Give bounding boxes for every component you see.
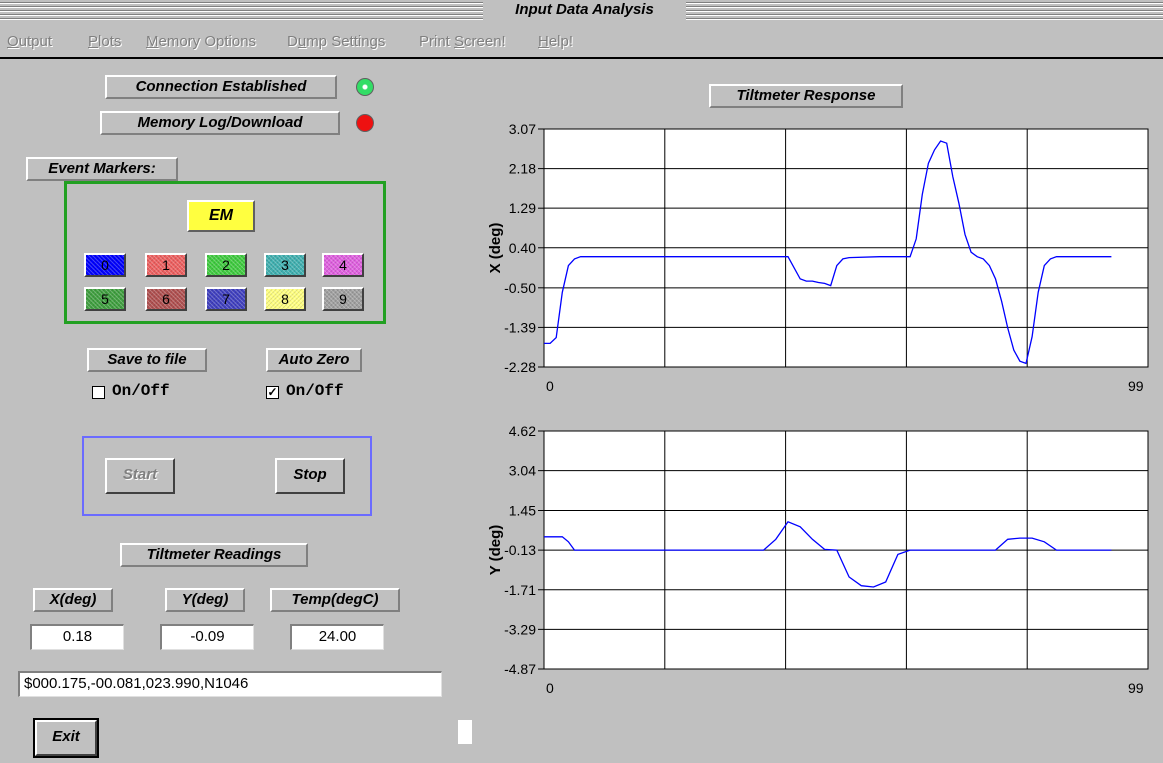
- temp-value-field: 24.00: [290, 624, 384, 650]
- save-to-file-checkbox[interactable]: [92, 386, 105, 399]
- event-marker-label: 6: [162, 291, 170, 307]
- y-tick-label: 4.62: [509, 423, 536, 439]
- menu-dump-accel: u: [297, 33, 307, 50]
- y-tick-label: 2.18: [509, 161, 536, 177]
- progress-indicator: [458, 720, 472, 744]
- menu-plots-accel: P: [88, 33, 99, 50]
- save-to-file-checkbox-label: On/Off: [112, 382, 170, 400]
- menu-dump-pre: D: [287, 33, 298, 50]
- y-tick-label: -3.29: [504, 621, 536, 637]
- menu-help-rest: elp!: [548, 33, 574, 50]
- menu-dump-settings[interactable]: Dump Settings: [287, 33, 385, 50]
- x-tick-label: 99: [1128, 378, 1144, 394]
- connection-led-icon: [356, 78, 374, 96]
- x-tick-label: 0: [546, 680, 554, 696]
- menu-help[interactable]: Help!: [538, 33, 573, 50]
- menu-plots[interactable]: Plots: [88, 33, 121, 50]
- menu-print-accel: S: [454, 33, 465, 50]
- y-axis-label: Y (deg): [487, 525, 504, 576]
- chart-title: Tiltmeter Response: [709, 84, 903, 108]
- event-marker-label: 8: [281, 291, 289, 307]
- x-value-field: 0.18: [30, 624, 124, 650]
- event-marker-label: 5: [101, 291, 109, 307]
- event-marker-label: 4: [339, 257, 347, 273]
- series-line: [544, 140, 1112, 365]
- auto-zero-label: Auto Zero: [266, 348, 362, 372]
- menu-output-accel: O: [7, 33, 19, 50]
- memory-log-button[interactable]: Memory Log/Download: [100, 111, 340, 135]
- event-marker-6[interactable]: 6: [145, 287, 187, 311]
- menu-help-accel: H: [538, 33, 549, 50]
- event-marker-label: 9: [339, 291, 347, 307]
- x-tick-label: 99: [1128, 680, 1144, 696]
- y-chart: 4.62 3.04 1.45 -0.13 -1.71 -3.29 -4.87 0 99 Y (de…: [452, 419, 1161, 710]
- y-tick-label: 1.29: [509, 200, 536, 216]
- tiltmeter-readings-heading: Tiltmeter Readings: [120, 543, 308, 567]
- y-tick-label: 3.04: [509, 463, 536, 479]
- memory-led-icon: [356, 114, 374, 132]
- y-tick-label: 1.45: [509, 503, 536, 519]
- x-deg-label: X(deg): [33, 588, 113, 612]
- event-marker-label: 3: [281, 257, 289, 273]
- auto-zero-checkbox[interactable]: ✓: [266, 385, 279, 399]
- title-bar: Input Data Analysis: [0, 0, 1163, 20]
- y-tick-label: -2.28: [504, 359, 536, 375]
- event-marker-0[interactable]: 0: [84, 253, 126, 277]
- y-tick-label: 0.40: [509, 240, 536, 256]
- title-bar-center: [483, 0, 686, 20]
- menu-memory-options[interactable]: Memory Options: [146, 33, 256, 50]
- event-marker-3[interactable]: 3: [264, 253, 306, 277]
- menu-print-rest: creen!: [464, 33, 506, 50]
- menu-bar: Output Plots Memory Options Dump Setting…: [0, 33, 1163, 59]
- event-markers-panel: [64, 181, 386, 324]
- x-tick-label: 0: [546, 378, 554, 394]
- event-marker-label: 0: [101, 257, 109, 273]
- temp-label: Temp(degC): [270, 588, 400, 612]
- event-marker-2[interactable]: 2: [205, 253, 247, 277]
- y-tick-label: -1.71: [504, 582, 536, 598]
- menu-print-pre: Print: [419, 33, 455, 50]
- series-line: [544, 521, 1112, 588]
- x-chart: 3.07 2.18 1.29 0.40 -0.50 -1.39 -2.28 0 99 X (deg…: [452, 117, 1161, 409]
- exit-button-frame: Exit: [33, 718, 99, 758]
- y-tick-label: -4.87: [504, 661, 536, 677]
- event-marker-label: 7: [222, 291, 230, 307]
- y-tick-label: 3.07: [509, 121, 536, 137]
- y-tick-label: -0.13: [504, 542, 536, 558]
- menu-output-rest: utput: [18, 33, 53, 50]
- y-tick-label: -0.50: [504, 280, 536, 296]
- y-deg-label: Y(deg): [165, 588, 245, 612]
- menu-print-screen[interactable]: Print Screen!: [419, 33, 506, 50]
- y-axis-label: X (deg): [487, 223, 504, 274]
- stop-button[interactable]: Stop: [275, 458, 345, 494]
- em-button[interactable]: EM: [187, 200, 255, 232]
- event-marker-9[interactable]: 9: [322, 287, 364, 311]
- event-marker-1[interactable]: 1: [145, 253, 187, 277]
- connection-status-label: Connection Established: [105, 75, 337, 99]
- event-markers-heading: Event Markers:: [26, 157, 178, 181]
- event-marker-5[interactable]: 5: [84, 287, 126, 311]
- y-value-field: -0.09: [160, 624, 254, 650]
- save-to-file-label: Save to file: [87, 348, 207, 372]
- exit-button[interactable]: Exit: [35, 720, 97, 756]
- auto-zero-checkbox-label: On/Off: [286, 382, 344, 400]
- menu-memory-rest: emory Options: [158, 33, 257, 50]
- event-marker-7[interactable]: 7: [205, 287, 247, 311]
- start-button[interactable]: Start: [105, 458, 175, 494]
- menu-memory-accel: M: [146, 33, 159, 50]
- window-title: Input Data Analysis: [515, 1, 654, 18]
- y-tick-label: -1.39: [504, 319, 536, 335]
- event-marker-8[interactable]: 8: [264, 287, 306, 311]
- menu-plots-rest: lots: [98, 33, 122, 50]
- menu-dump-rest: mp Settings: [306, 33, 386, 50]
- start-stop-panel: [82, 436, 372, 516]
- menu-output[interactable]: Output: [7, 33, 52, 50]
- event-marker-label: 2: [222, 257, 230, 273]
- event-marker-4[interactable]: 4: [322, 253, 364, 277]
- event-marker-label: 1: [162, 257, 170, 273]
- raw-data-field: $000.175,-00.081,023.990,N1046: [18, 671, 442, 697]
